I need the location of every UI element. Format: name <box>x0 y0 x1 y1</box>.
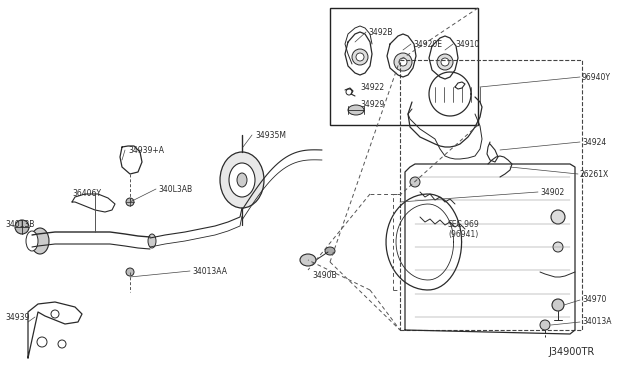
Circle shape <box>126 268 134 276</box>
Ellipse shape <box>348 105 364 115</box>
Circle shape <box>394 53 412 71</box>
Text: (96941): (96941) <box>448 230 478 238</box>
Circle shape <box>540 320 550 330</box>
Text: 34920E: 34920E <box>413 39 442 48</box>
Text: J34900TR: J34900TR <box>548 347 595 357</box>
Text: 34939: 34939 <box>5 312 29 321</box>
Text: 26261X: 26261X <box>580 170 609 179</box>
Text: 96940Y: 96940Y <box>582 73 611 81</box>
Ellipse shape <box>26 231 38 251</box>
Ellipse shape <box>325 247 335 255</box>
Bar <box>400 60 582 330</box>
Circle shape <box>346 89 352 95</box>
Circle shape <box>126 198 134 206</box>
Circle shape <box>553 242 563 252</box>
Text: 34922: 34922 <box>360 83 384 92</box>
Text: 340L3AB: 340L3AB <box>158 185 192 193</box>
Text: 36406Y: 36406Y <box>72 189 101 198</box>
Text: 3492B: 3492B <box>368 28 392 36</box>
Ellipse shape <box>237 173 247 187</box>
Circle shape <box>437 54 453 70</box>
Text: 34935M: 34935M <box>255 131 286 140</box>
Text: 34902: 34902 <box>540 187 564 196</box>
Text: 34929: 34929 <box>360 99 384 109</box>
Text: 34924: 34924 <box>582 138 606 147</box>
Ellipse shape <box>300 254 316 266</box>
Text: 34910: 34910 <box>455 39 479 48</box>
Circle shape <box>37 337 47 347</box>
Text: 34939+A: 34939+A <box>128 145 164 154</box>
Ellipse shape <box>148 234 156 248</box>
Circle shape <box>399 58 407 66</box>
Text: 34970: 34970 <box>582 295 606 305</box>
Text: 34013B: 34013B <box>5 219 35 228</box>
Circle shape <box>58 340 66 348</box>
Circle shape <box>410 177 420 187</box>
Ellipse shape <box>229 163 255 197</box>
Circle shape <box>356 53 364 61</box>
Ellipse shape <box>31 228 49 254</box>
Circle shape <box>15 220 29 234</box>
Circle shape <box>441 58 449 66</box>
Text: 34013AA: 34013AA <box>192 267 227 276</box>
Ellipse shape <box>220 152 264 208</box>
Circle shape <box>352 49 368 65</box>
Bar <box>330 8 478 125</box>
Circle shape <box>551 210 565 224</box>
Text: 34013A: 34013A <box>582 317 611 327</box>
Text: 3490B: 3490B <box>312 272 337 280</box>
Circle shape <box>552 299 564 311</box>
Circle shape <box>51 310 59 318</box>
Text: SEC.969: SEC.969 <box>448 219 480 228</box>
